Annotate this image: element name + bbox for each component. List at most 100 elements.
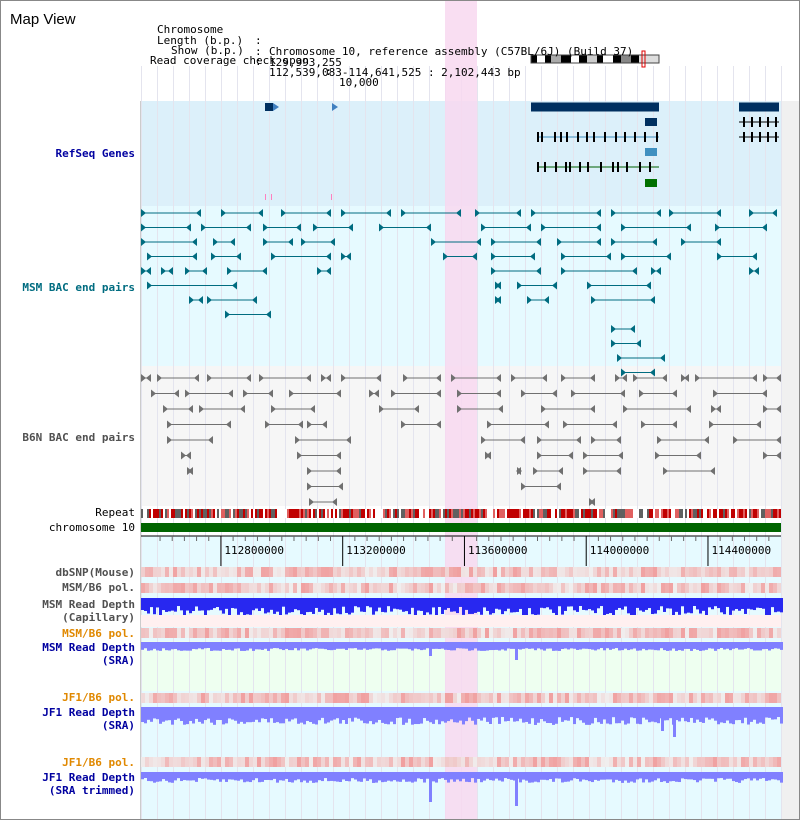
jf1-depth-trim-bar [612, 772, 615, 783]
track-label-jf1-depth-sra-line1[interactable]: JF1 Read Depth [42, 706, 135, 719]
jf1-b6-pol2-heat-cell [529, 757, 533, 767]
dbsnp-heat-cell [701, 567, 705, 577]
dbsnp-heat-cell [357, 567, 361, 577]
b6n-bac-end-marker [541, 405, 546, 413]
msm-b6-pol2-heat-cell [777, 628, 781, 638]
msm-b6-pol2-heat-cell [557, 628, 561, 638]
dbsnp-heat-cell [601, 567, 605, 577]
jf1-depth-sra-bar [408, 707, 411, 719]
track-label-msm-b6-pol-1[interactable]: MSM/B6 pol. [62, 581, 135, 594]
msm-b6-pol2-heat-cell [333, 628, 337, 638]
repeat-mark [659, 509, 661, 518]
jf1-depth-sra-bar [723, 707, 726, 724]
msm-depth-sra-bar [624, 642, 627, 649]
msm-depth-cap-bar [408, 598, 411, 615]
msm-b6-pol2-heat-cell [573, 628, 577, 638]
jf1-depth-trim-bar [171, 772, 174, 783]
msm-bac-end-marker [236, 252, 241, 261]
repeat-mark [391, 509, 393, 518]
b6n-bac-end-marker [228, 389, 233, 398]
repeat-mark [311, 509, 313, 518]
dbsnp-heat-cell [493, 567, 497, 577]
msm-b6-pol-heat-cell [517, 583, 521, 593]
refseq-exon [775, 117, 777, 127]
jf1-depth-trim-bar [510, 772, 513, 780]
jf1-depth-sra-bar [180, 707, 183, 722]
msm-depth-cap-bar [492, 598, 495, 614]
msm-b6-pol2-heat-cell [501, 628, 505, 638]
repeat-mark [293, 509, 295, 518]
track-label-msm-depth-sra-line1[interactable]: MSM Read Depth [42, 641, 135, 654]
msm-depth-cap-bar [600, 598, 603, 607]
jf1-depth-trim-bar [213, 772, 216, 781]
dbsnp-heat-cell [261, 567, 265, 577]
msm-depth-cap-bar [774, 598, 777, 613]
msm-b6-pol2-heat-cell [661, 628, 665, 638]
msm-depth-cap-bar [561, 598, 564, 615]
jf1-depth-trim-bar [324, 772, 327, 779]
msm-depth-cap-bar [417, 598, 420, 611]
track-label-dbsnp[interactable]: dbSNP(Mouse) [55, 566, 135, 579]
track-label-jf1-depth-trim-line1[interactable]: JF1 Read Depth [42, 771, 135, 784]
track-label-msm-b6-pol-2[interactable]: MSM/B6 pol. [62, 627, 135, 640]
jf1-depth-trim-bar [531, 772, 534, 783]
dbsnp-heat-cell [525, 567, 529, 577]
jf1-depth-trim-bar [318, 772, 321, 781]
msm-b6-pol2-heat-cell [657, 628, 661, 638]
dbsnp-heat-cell [321, 567, 325, 577]
jf1-depth-sra-bar [270, 707, 273, 719]
jf1-depth-trim-bar [198, 772, 201, 779]
jf1-depth-sra-bar [621, 707, 624, 721]
jf1-b6-pol-heat-cell [721, 693, 725, 703]
repeat-mark [149, 509, 151, 518]
jf1-depth-trim-bar [168, 772, 171, 783]
msm-b6-pol2-heat-cell [365, 628, 369, 638]
jf1-depth-trim-bar [231, 772, 234, 780]
track-label-b6n-bac[interactable]: B6N BAC end pairs [22, 431, 135, 444]
track-label-refseq[interactable]: RefSeq Genes [55, 147, 135, 160]
msm-depth-cap-bar [189, 598, 192, 614]
jf1-depth-sra-bar [450, 707, 453, 720]
jf1-depth-sra-bar [630, 707, 633, 718]
b6n-bac-end-marker [341, 374, 346, 382]
msm-b6-pol-heat-cell [729, 583, 733, 593]
msm-depth-sra-bar [267, 642, 270, 651]
msm-depth-cap-bar [603, 598, 606, 616]
track-label-chromosome[interactable]: chromosome 10 [48, 521, 135, 534]
track-label-repeat[interactable]: Repeat [95, 506, 135, 519]
msm-b6-pol-heat-cell [545, 583, 549, 593]
b6n-bac-end-marker [174, 389, 179, 398]
track-label-jf1-b6-pol-2[interactable]: JF1/B6 pol. [62, 756, 135, 769]
msm-b6-pol2-heat-cell [713, 628, 717, 638]
jf1-depth-trim-bar [462, 772, 465, 779]
jf1-depth-sra-bar [459, 707, 462, 721]
track-label-msm-bac[interactable]: MSM BAC end pairs [22, 281, 135, 294]
msm-depth-sra-bar [741, 642, 744, 650]
jf1-depth-trim-bar [675, 772, 678, 782]
msm-bac-end-marker [651, 267, 656, 275]
jf1-b6-pol2-heat-cell [213, 757, 217, 767]
b6n-bac-end-marker [521, 389, 526, 398]
track-label-msm-depth-cap-line1[interactable]: MSM Read Depth [42, 598, 135, 611]
repeat-mark [145, 509, 147, 518]
jf1-depth-sra-bar [294, 707, 297, 719]
jf1-depth-sra-bar [321, 707, 324, 718]
msm-b6-pol-heat-cell [261, 583, 265, 593]
jf1-b6-pol2-heat-cell [449, 757, 453, 767]
jf1-b6-pol-heat-cell [145, 693, 149, 703]
repeat-mark [475, 509, 477, 518]
msm-depth-sra-bar [780, 642, 783, 650]
jf1-b6-pol2-heat-cell [229, 757, 233, 767]
msm-b6-pol-heat-cell [685, 583, 689, 593]
track-label-jf1-b6-pol-1[interactable]: JF1/B6 pol. [62, 691, 135, 704]
jf1-b6-pol2-heat-cell [561, 757, 565, 767]
msm-b6-pol-heat-cell [713, 583, 717, 593]
msm-b6-pol-heat-cell [241, 583, 245, 593]
repeat-mark [403, 509, 405, 518]
refseq-exon [560, 132, 562, 142]
jf1-b6-pol-heat-cell [169, 693, 173, 703]
msm-b6-pol-heat-cell [701, 583, 705, 593]
repeat-mark [689, 509, 691, 518]
msm-bac-end-marker [201, 223, 206, 232]
